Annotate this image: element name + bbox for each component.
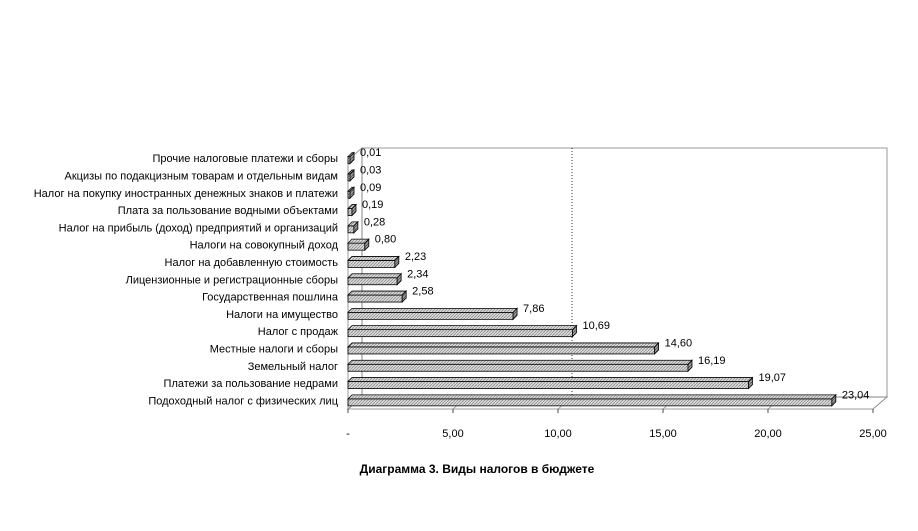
bar-front [347,346,656,355]
category-label: Налог на прибыль (доход) предприятий и о… [59,222,338,234]
bar-front [347,225,355,234]
bar: 2,34 [347,268,429,286]
bar-end [364,238,370,252]
data-label: 0,80 [375,234,396,246]
bar-top [347,377,754,382]
data-label: 16,19 [698,355,726,367]
bar-end [349,186,355,200]
bar: 2,58 [347,286,434,304]
data-label: 2,58 [412,286,433,298]
bar: 0,19 [347,199,383,217]
category-label: Налог на добавленную стоимость [165,257,339,269]
category-label: Местные налоги и сборы [210,343,338,355]
bar-end [394,255,400,269]
bar-front [347,363,689,372]
bar: 7,86 [347,303,544,321]
x-tick-label: - [346,428,350,440]
data-label: 0,19 [362,199,383,211]
x-tick-label: 10,00 [544,428,572,440]
data-label: 2,34 [407,268,428,280]
bar-top [347,394,837,400]
bar-end [831,393,837,407]
bar-front [347,260,396,268]
bar: 10,69 [347,320,610,338]
bar-end [748,376,753,390]
category-label: Налог с продаж [258,326,339,338]
bar-end [401,290,407,304]
data-label: 0,03 [360,164,381,176]
bar: 0,28 [347,216,385,234]
data-label: 14,60 [665,337,693,349]
bars-group: 23,04 19,07 16,19 14,60 10,69 7,86 2,58 2,34 2,2… [347,147,870,407]
bar: 0,09 [347,182,381,200]
category-label: Государственная пошлина [202,292,339,304]
bar-front [347,381,749,389]
bar: 14,60 [347,337,693,355]
data-label: 2,23 [405,251,426,263]
bar-front [347,329,573,338]
category-label: Земельный налог [248,361,338,373]
bar-top [347,307,519,313]
bar: 2,23 [347,251,426,269]
category-label: Лицензионные и регистрационные сборы [126,274,338,286]
chart-title: Диаграмма 3. Виды налогов в бюджете [360,462,595,476]
bar-top [347,256,400,261]
x-tick-label: 20,00 [754,428,782,440]
x-axis-ticks: - 5,00 10,00 15,00 20,00 25,00 [346,409,887,440]
data-label: 0,28 [364,216,385,228]
bar-end [687,359,693,373]
bar: 0,01 [347,147,381,165]
bar-front [347,311,514,320]
x-tick-label: 15,00 [649,428,677,440]
bar: 16,19 [347,355,726,373]
data-label: 0,01 [360,147,381,159]
bar: 0,03 [347,164,381,182]
back-wall [361,147,888,398]
bar: 19,07 [347,372,786,390]
data-label: 7,86 [523,303,544,315]
bar-end [351,203,357,217]
bar-end [654,341,659,355]
category-label: Налог на покупку иностранных денежных зн… [34,188,338,200]
category-label: Налоги на совокупный доход [190,240,339,252]
category-label: Подоходный налог с физических лиц [148,395,338,407]
bar-top [347,359,693,365]
category-label: Прочие налоговые платежи и сборы [153,153,339,165]
bar-end [572,324,577,338]
bar-front [347,242,366,251]
bar-end [396,272,402,286]
bar-end [353,220,359,234]
bar-end [349,151,355,165]
category-label: Платежи за пользование недрами [164,378,338,390]
bar: 0,80 [347,234,396,252]
bar-front [347,208,353,216]
bar-front [347,398,833,407]
category-label: Налоги на имущество [226,309,338,321]
bar-top [347,342,660,348]
x-tick-label: 5,00 [442,428,463,440]
category-labels: Подоходный налог с физических лиц Платежи… [34,153,339,407]
x-tick-label: 25,00 [859,428,887,440]
data-label: 0,09 [360,182,381,194]
bar-top [347,290,408,296]
category-label: Акцизы по подакцизным товарам и отдельны… [65,170,338,182]
bar-front [347,294,403,303]
bar-top [347,325,578,331]
floor-gridline [872,396,888,410]
bar: 23,04 [347,389,870,407]
data-label: 19,07 [758,372,786,384]
bar-top [347,273,403,279]
data-label: 10,69 [582,320,610,332]
bar-end [512,307,518,321]
category-label: Плата за пользование водными объектами [118,205,338,217]
data-label: 23,04 [842,389,870,401]
bar-front [347,277,398,286]
bar-end [349,168,355,182]
